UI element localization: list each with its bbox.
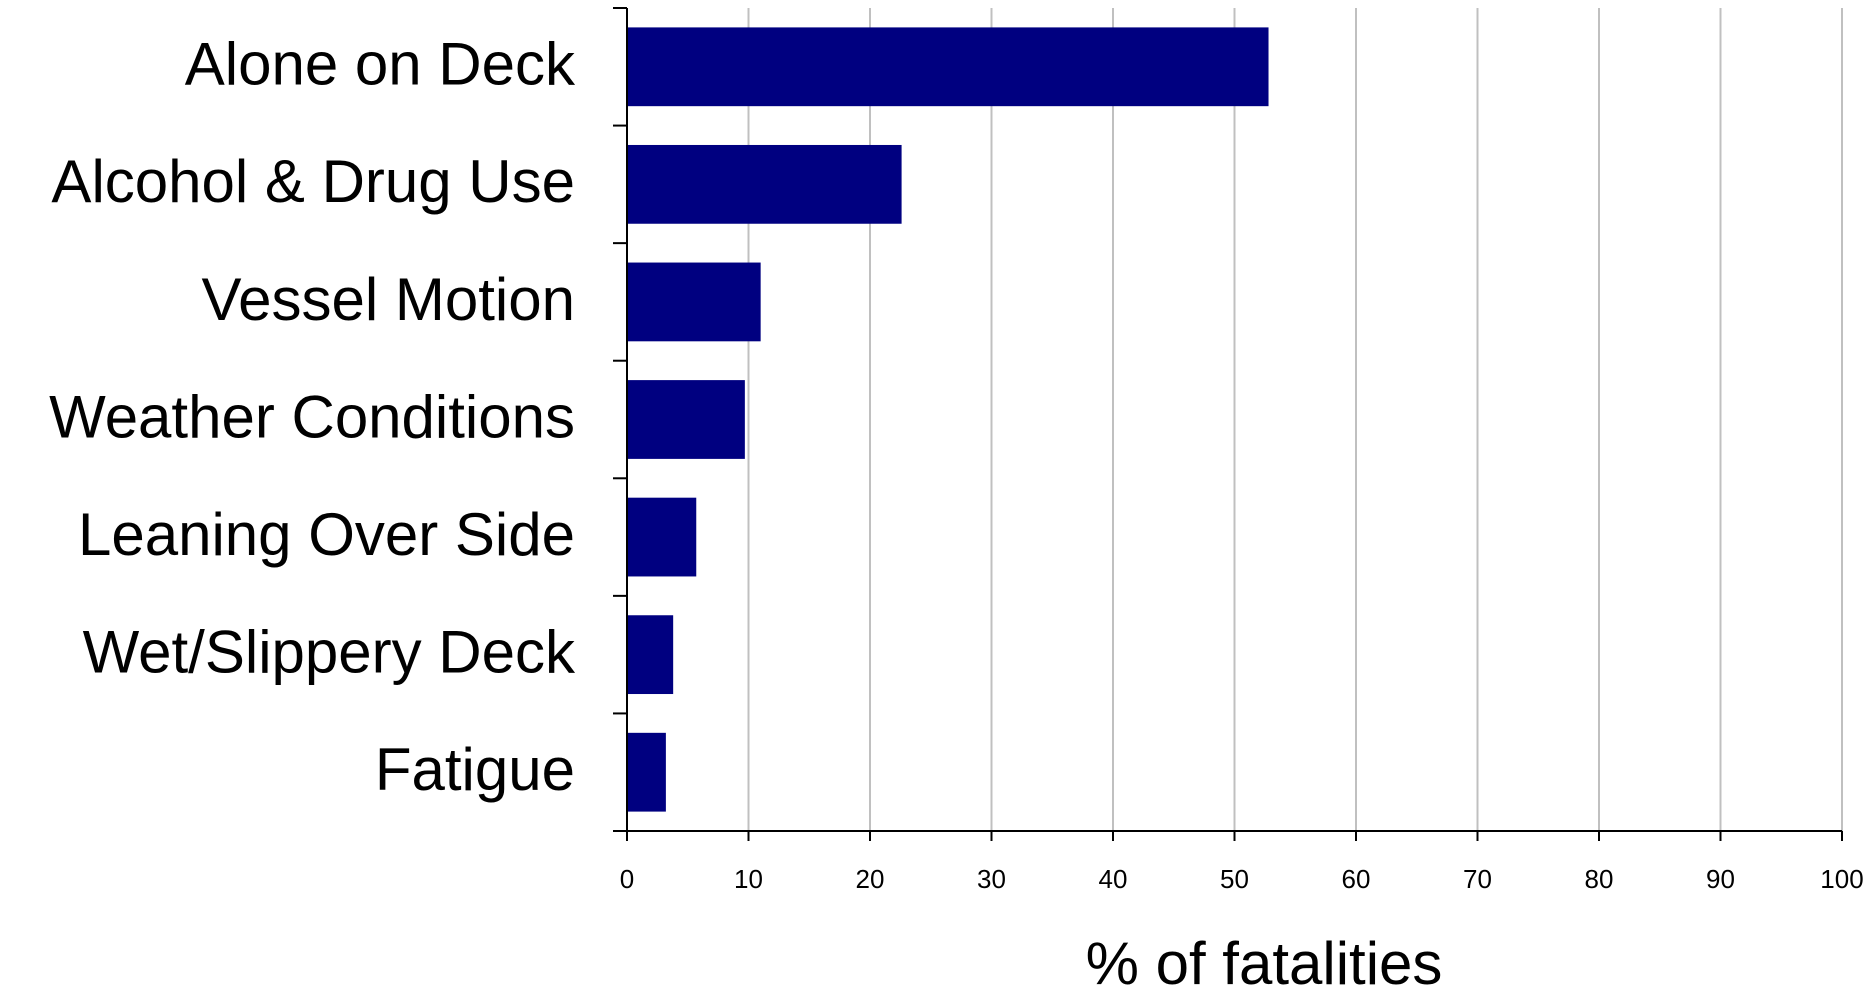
x-tick-label: 80 (1585, 864, 1614, 894)
y-tick-label: Alcohol & Drug Use (51, 148, 575, 215)
bar (627, 144, 902, 224)
x-tick-label: 10 (734, 864, 763, 894)
x-tick-label: 40 (1099, 864, 1128, 894)
x-tick-label: 70 (1463, 864, 1492, 894)
bar (627, 497, 697, 577)
x-tick-label: 100 (1820, 864, 1863, 894)
y-tick-label: Alone on Deck (185, 31, 576, 98)
y-tick-label: Weather Conditions (49, 383, 575, 450)
y-tick-label: Vessel Motion (201, 266, 575, 333)
x-tick-label: 50 (1220, 864, 1249, 894)
bar (627, 732, 666, 812)
y-tick-label: Fatigue (375, 736, 575, 803)
bar (627, 27, 1269, 107)
x-tick-label: 20 (856, 864, 885, 894)
x-tick-label: 60 (1342, 864, 1371, 894)
y-tick-label: Leaning Over Side (78, 501, 575, 568)
x-tick-label: 0 (620, 864, 634, 894)
bar (627, 262, 761, 342)
bar (627, 615, 674, 695)
x-axis-title: % of fatalities (1086, 930, 1443, 997)
y-tick-label: Wet/Slippery Deck (83, 618, 576, 685)
bar (627, 380, 745, 459)
x-tick-label: 30 (977, 864, 1006, 894)
x-tick-label: 90 (1706, 864, 1735, 894)
